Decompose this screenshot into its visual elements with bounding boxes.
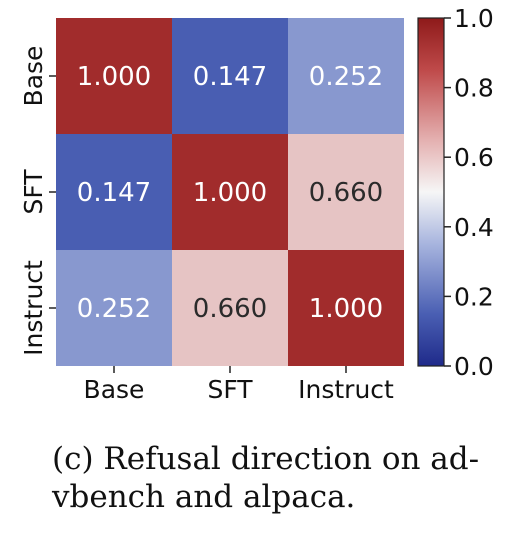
colorbar-tick-label-2: 0.4: [454, 213, 494, 242]
heatmap-cell-label-0-2: 0.252: [309, 62, 383, 92]
colorbar-tick-label-4: 0.8: [454, 74, 494, 103]
heatmap-cell-label-1-0: 0.147: [77, 178, 151, 208]
y-tick-label-1: SFT: [19, 169, 48, 215]
heatmap-cell-0-2: [288, 18, 404, 134]
heatmap-chart: 1.000 0.147 0.252 0.147 1.000 0.660 0.252 0.660…: [19, 4, 494, 404]
heatmap-cell-label-2-2: 1.000: [309, 294, 383, 324]
heatmap-cell-2-0: [56, 250, 172, 366]
heatmap-cell-label-1-2: 0.660: [309, 178, 383, 208]
y-tick-label-0: Base: [19, 46, 48, 107]
heatmap-cell-1-1: [172, 134, 288, 250]
heatmap-cell-label-2-0: 0.252: [77, 294, 151, 324]
x-tick-label-1: SFT: [207, 375, 253, 404]
colorbar-tick-label-3: 0.6: [454, 143, 494, 172]
colorbar: [417, 17, 445, 367]
colorbar-tick-label-5: 1.0: [454, 4, 494, 33]
heatmap-cell-label-0-1: 0.147: [193, 62, 267, 92]
colorbar-tick-label-1: 0.2: [454, 282, 494, 311]
heatmap-cell-2-2: [288, 250, 404, 366]
heatmap-cell-0-1: [172, 18, 288, 134]
heatmap-cell-1-0: [56, 134, 172, 250]
heatmap-cells: [56, 18, 404, 366]
heatmap-cell-label-0-0: 1.000: [77, 62, 151, 92]
caption-line-1: (c) Refusal direction on ad-: [52, 441, 480, 477]
x-tick-label-2: Instruct: [298, 375, 394, 404]
heatmap-cell-label-2-1: 0.660: [193, 294, 267, 324]
heatmap-cell-0-0: [56, 18, 172, 134]
heatmap-cell-labels: 1.000 0.147 0.252 0.147 1.000 0.660 0.252 0.660…: [77, 62, 383, 324]
colorbar-tick-label-0: 0.0: [454, 352, 494, 381]
y-axis: Base SFT Instruct: [19, 46, 56, 356]
colorbar-gradient: [417, 17, 445, 367]
heatmap-cell-1-2: [288, 134, 404, 250]
x-tick-label-0: Base: [84, 375, 145, 404]
heatmap-cell-2-1: [172, 250, 288, 366]
heatmap-cell-label-1-1: 1.000: [193, 178, 267, 208]
caption-line-2: vbench and alpaca.: [52, 479, 356, 515]
colorbar-ticks: 0.0 0.2 0.4 0.6 0.8 1.0: [444, 4, 494, 381]
figure-caption: (c) Refusal direction on ad- vbench and …: [52, 440, 492, 516]
y-tick-label-2: Instruct: [19, 260, 48, 356]
x-axis: Base SFT Instruct: [84, 366, 394, 404]
